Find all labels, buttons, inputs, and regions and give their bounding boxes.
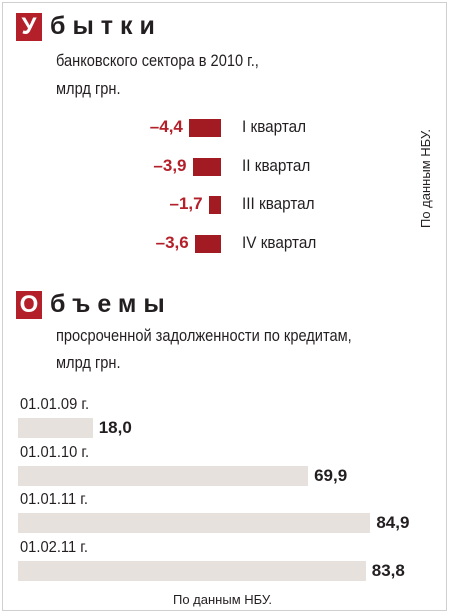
losses-subtitle-line2: млрд грн. xyxy=(56,79,121,98)
losses-category-label: I квартал xyxy=(242,117,307,136)
volumes-source: По данным НБУ. xyxy=(172,592,273,607)
losses-source: По данным НБУ. xyxy=(418,128,433,228)
volumes-category-label: 01.01.10 г. xyxy=(20,444,90,461)
losses-category-label: II квартал xyxy=(242,156,311,175)
volumes-bar xyxy=(18,418,93,438)
volumes-category-label: 01.01.09 г. xyxy=(20,396,90,413)
volumes-subtitle-line2: млрд грн. xyxy=(56,353,121,372)
losses-value-label: –1,7 xyxy=(169,194,203,213)
losses-bar xyxy=(188,119,221,137)
losses-value-label: –3,6 xyxy=(155,233,189,252)
losses-title: У бытки xyxy=(16,12,162,41)
losses-bar xyxy=(192,158,221,176)
volumes-bar xyxy=(18,561,366,581)
losses-bar xyxy=(208,196,221,214)
volumes-title: О бъемы xyxy=(16,290,172,319)
volumes-title-rest: бъемы xyxy=(50,290,172,318)
volumes-bar xyxy=(18,513,371,533)
volumes-bar xyxy=(18,466,309,486)
losses-value-label: –4,4 xyxy=(149,117,183,136)
volumes-category-label: 01.01.11 г. xyxy=(20,491,88,508)
infographic-frame xyxy=(2,2,447,611)
volumes-category-label: 01.02.11 г. xyxy=(20,539,88,556)
losses-bar xyxy=(194,235,221,253)
volumes-title-initial: О xyxy=(16,290,42,319)
losses-title-rest: бытки xyxy=(50,12,162,40)
volumes-value-label: 84,9 xyxy=(376,513,410,532)
losses-subtitle-line1: банковского сектора в 2010 г., xyxy=(56,51,259,70)
losses-title-initial: У xyxy=(16,12,42,41)
volumes-subtitle-line1: просроченной задолженности по кредитам, xyxy=(56,326,352,345)
volumes-value-label: 69,9 xyxy=(314,466,348,485)
volumes-value-label: 18,0 xyxy=(98,418,132,437)
losses-value-label: –3,9 xyxy=(153,156,187,175)
volumes-value-label: 83,8 xyxy=(371,561,405,580)
losses-category-label: III квартал xyxy=(242,194,315,213)
losses-category-label: IV квартал xyxy=(242,233,317,252)
